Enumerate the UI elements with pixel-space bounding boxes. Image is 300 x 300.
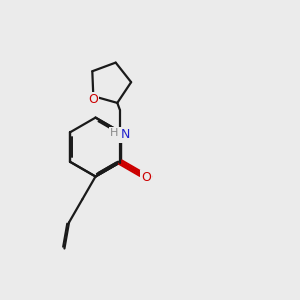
Text: O: O	[119, 129, 129, 142]
Text: O: O	[88, 93, 98, 106]
Text: H: H	[110, 128, 118, 138]
Text: O: O	[141, 171, 151, 184]
Text: O: O	[142, 171, 152, 184]
Text: N: N	[120, 128, 130, 141]
